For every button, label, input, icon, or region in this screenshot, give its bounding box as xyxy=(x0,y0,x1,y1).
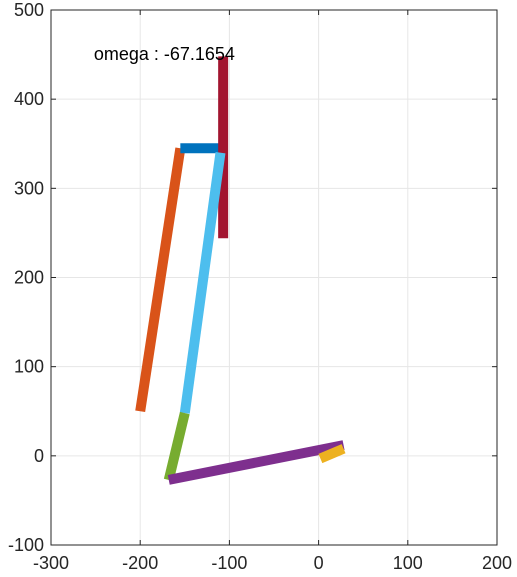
data-segments xyxy=(135,56,346,485)
y-tick-label: -100 xyxy=(8,535,44,555)
segment-4 xyxy=(179,151,226,414)
segment-1 xyxy=(135,147,186,413)
y-tick-label: 100 xyxy=(14,357,44,377)
x-tick-label: 200 xyxy=(482,553,512,573)
y-tick-label: 300 xyxy=(14,178,44,198)
tick-labels: -300 -200 -100 0 100 200 -100 0 100 200 300 400 500 xyxy=(8,0,512,573)
y-tick-label: 400 xyxy=(14,89,44,109)
x-tick-label: -300 xyxy=(33,553,69,573)
segment-7 xyxy=(318,444,346,464)
x-tick-label: -200 xyxy=(122,553,158,573)
segment-5 xyxy=(163,411,190,482)
y-tick-label: 0 xyxy=(34,446,44,466)
segment-6 xyxy=(167,440,345,485)
grid-lines xyxy=(50,9,498,546)
y-tick-label: 200 xyxy=(14,268,44,288)
x-tick-label: 100 xyxy=(393,553,423,573)
y-tick-label: 500 xyxy=(14,0,44,20)
x-tick-label: -100 xyxy=(211,553,247,573)
axis-ticks xyxy=(50,9,498,546)
omega-annotation: omega : -67.1654 xyxy=(94,44,235,64)
x-tick-label: 0 xyxy=(314,553,324,573)
